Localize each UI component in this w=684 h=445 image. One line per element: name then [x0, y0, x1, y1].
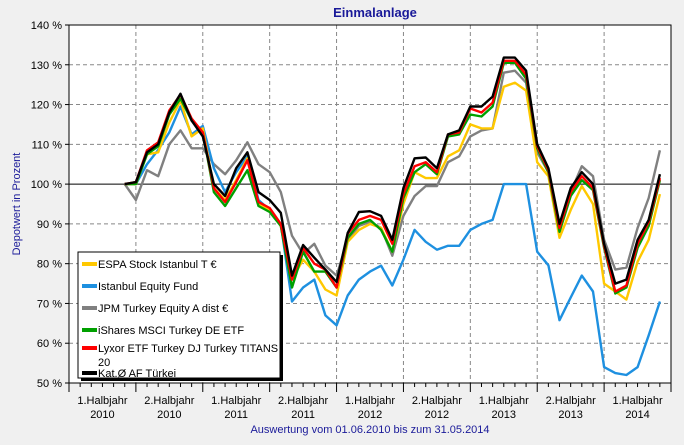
legend-label: Lyxor ETF Turkey DJ Turkey TITANS — [98, 343, 278, 355]
x-tick-label: 1.Halbjahr — [345, 395, 395, 407]
series-line-1 — [124, 105, 662, 377]
x-tick-label: 2013 — [558, 409, 582, 421]
legend-box — [77, 251, 281, 379]
x-tick-label: 2011 — [291, 409, 315, 421]
x-tick-label: 2011 — [224, 409, 248, 421]
x-axis-caption: Auswertung vom 01.06.2010 bis zum 31.05.… — [250, 424, 489, 436]
x-tick-label: 1.Halbjahr — [77, 395, 127, 407]
legend-item-lyxor: Lyxor ETF Turkey DJ Turkey TITANS 20 — [82, 343, 278, 369]
x-tick-label: 2012 — [425, 409, 449, 421]
y-tick-label: 60 % — [37, 338, 62, 350]
legend-label-continued: 20 — [98, 357, 110, 369]
y-tick-label: 50 % — [37, 378, 62, 390]
y-tick-label: 120 % — [31, 100, 62, 112]
plot-border — [68, 24, 672, 384]
x-tick-label: 2010 — [157, 409, 181, 421]
y-axis-label: Depotwert in Prozent — [11, 153, 23, 256]
series-lines — [123, 56, 662, 377]
x-tick-label: 1.Halbjahr — [211, 395, 261, 407]
y-axis: 50 % 60 % 70 % 80 % 90 % 100 % 110 % 120 % 130 %… — [31, 20, 69, 390]
y-tick-label: 90 % — [37, 219, 62, 231]
legend-item-ishares: iShares MSCI Turkey DE ETF — [82, 325, 244, 337]
legend-label: ESPA Stock Istanbul T € — [98, 259, 217, 271]
x-tick-label: 2010 — [90, 409, 114, 421]
legend-item-jpm: JPM Turkey Equity A dist € — [82, 303, 228, 315]
x-tick-label: 2012 — [358, 409, 382, 421]
chart-title: Einmalanlage — [333, 5, 417, 20]
y-tick-label: 110 % — [32, 139, 63, 151]
y-tick-label: 130 % — [31, 60, 62, 72]
x-tick-label: 2.Halbjahr — [144, 395, 194, 407]
legend-item-kat: Kat.Ø AF Türkei — [82, 368, 176, 380]
series-line-5 — [124, 56, 662, 285]
y-tick-label: 80 % — [37, 259, 62, 271]
x-axis: 1.Halbjahr 2010 2.Halbjahr 2010 1.Halbjahr 20… — [68, 383, 672, 421]
x-tick-label: 1.Halbjahr — [612, 395, 662, 407]
x-tick-label: 2.Halbjahr — [278, 395, 328, 407]
legend-label: iShares MSCI Turkey DE ETF — [98, 325, 244, 337]
legend-label: Kat.Ø AF Türkei — [98, 368, 176, 380]
legend-label: JPM Turkey Equity A dist € — [98, 303, 228, 315]
x-tick-label: 2013 — [492, 409, 516, 421]
legend-item-espa: ESPA Stock Istanbul T € — [82, 259, 217, 271]
x-tick-label: 1.Halbjahr — [479, 395, 529, 407]
x-tick-label: 2014 — [625, 409, 649, 421]
legend-item-istanbul: Istanbul Equity Fund — [82, 281, 198, 293]
y-tick-label: 100 % — [31, 179, 62, 191]
x-tick-label: 2.Halbjahr — [412, 395, 462, 407]
y-tick-label: 140 % — [31, 20, 62, 32]
y-tick-label: 70 % — [37, 298, 62, 310]
legend: ESPA Stock Istanbul T € Istanbul Equity … — [77, 251, 283, 381]
legend-label: Istanbul Equity Fund — [98, 281, 198, 293]
x-tick-label: 2.Halbjahr — [546, 395, 596, 407]
